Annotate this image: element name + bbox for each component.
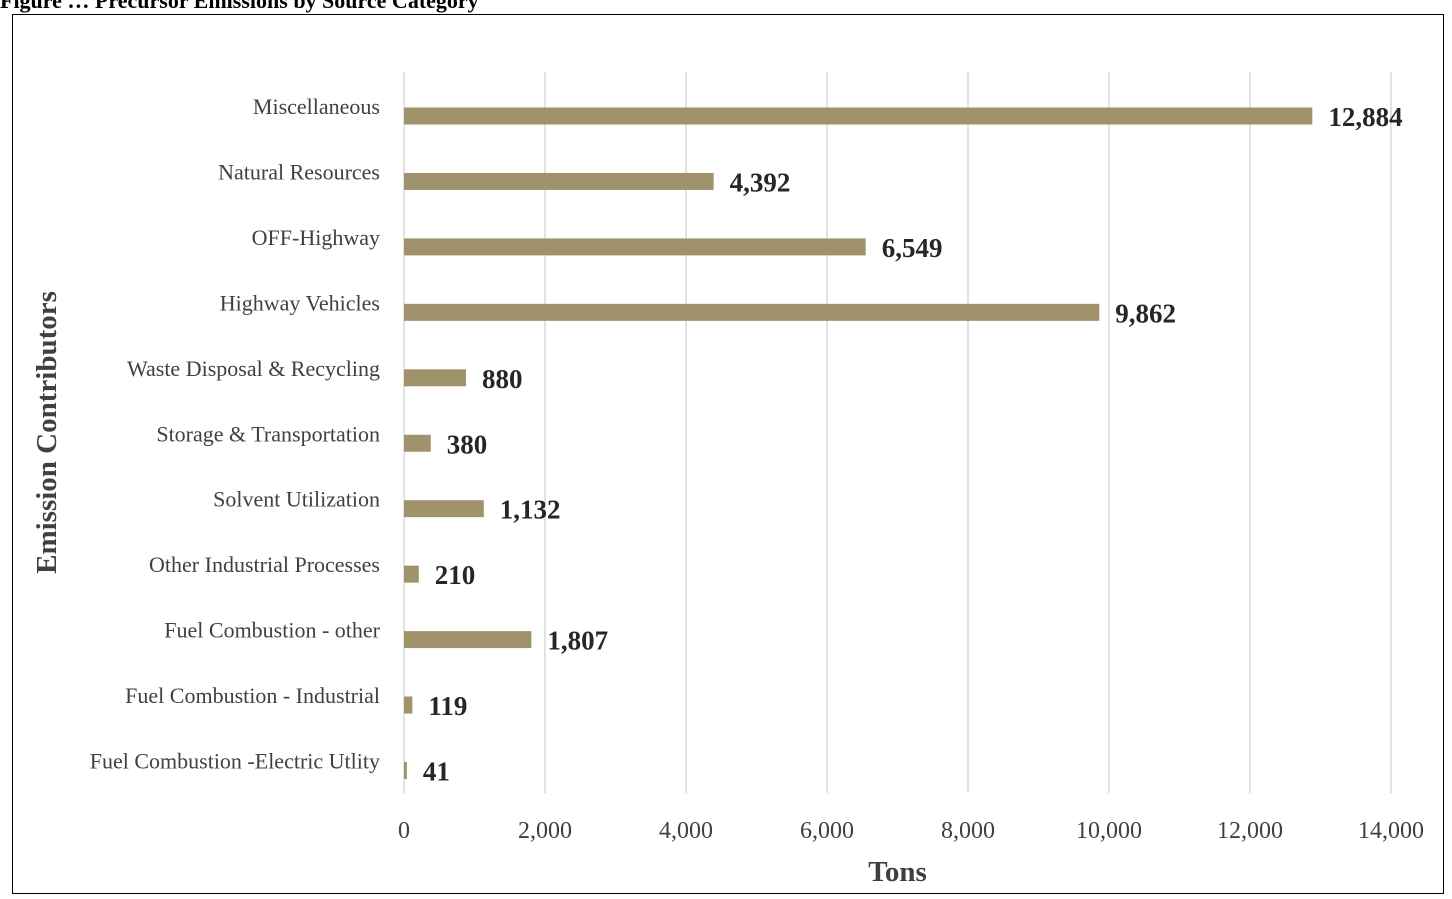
- category-label: Fuel Combustion - other: [164, 618, 380, 643]
- bar: [404, 303, 1100, 321]
- bar: [404, 238, 866, 256]
- x-tick-label: 4,000: [659, 818, 713, 844]
- bar: [404, 107, 1313, 125]
- x-tick-label: 2,000: [518, 818, 572, 844]
- x-tick-label: 0: [398, 818, 410, 844]
- x-tick-label: 6,000: [800, 818, 854, 844]
- data-label: 12,884: [1328, 102, 1402, 132]
- x-tick-label: 10,000: [1076, 818, 1142, 844]
- bars: [404, 107, 1313, 779]
- x-tick-label: 12,000: [1217, 818, 1283, 844]
- data-label: 119: [428, 691, 467, 721]
- data-label: 380: [447, 429, 488, 459]
- bar: [404, 762, 407, 779]
- data-label: 4,392: [730, 167, 791, 197]
- x-tick-label: 8,000: [941, 818, 995, 844]
- data-label: 9,862: [1115, 298, 1176, 328]
- bar: [404, 369, 467, 387]
- category-label: Waste Disposal & Recycling: [127, 356, 380, 381]
- category-label: Miscellaneous: [253, 94, 380, 119]
- gridlines: [403, 72, 1392, 793]
- data-label: 210: [435, 560, 476, 590]
- data-label: 41: [423, 757, 450, 787]
- category-label: Highway Vehicles: [220, 290, 380, 315]
- value-labels: 12,884 4,392 6,549 9,862 880 380 1,132 210 1,807…: [423, 102, 1403, 787]
- category-label: Natural Resources: [218, 159, 380, 184]
- category-label: Solvent Utilization: [213, 487, 380, 512]
- figure-caption: Figure … Precursor Emissions by Source C…: [0, 0, 479, 13]
- category-labels: Miscellaneous Natural Resources OFF-Highwa…: [90, 94, 381, 774]
- tick-labels: 0 2,000 4,000 6,000 8,000 10,000 12,000 14,000: [398, 818, 1424, 844]
- category-label: Fuel Combustion -Electric Utlity: [90, 749, 380, 774]
- chart-frame: [12, 14, 1444, 894]
- category-label: OFF-Highway: [252, 225, 380, 250]
- y-axis-title: Emission Contributors: [31, 291, 63, 574]
- data-label: 880: [482, 364, 523, 394]
- category-label: Other Industrial Processes: [149, 552, 380, 577]
- bar: [404, 434, 431, 452]
- data-label: 6,549: [882, 233, 943, 263]
- category-label: Storage & Transportation: [156, 421, 380, 446]
- category-label: Fuel Combustion - Industrial: [125, 683, 380, 708]
- bar: [404, 172, 714, 190]
- bar: [404, 696, 413, 714]
- x-tick-label: 14,000: [1358, 818, 1424, 844]
- data-label: 1,132: [500, 495, 561, 525]
- x-axis-title: Tons: [868, 856, 927, 888]
- bar: [404, 500, 484, 518]
- data-label: 1,807: [547, 626, 608, 656]
- bar: [404, 631, 532, 649]
- bar: [404, 565, 419, 583]
